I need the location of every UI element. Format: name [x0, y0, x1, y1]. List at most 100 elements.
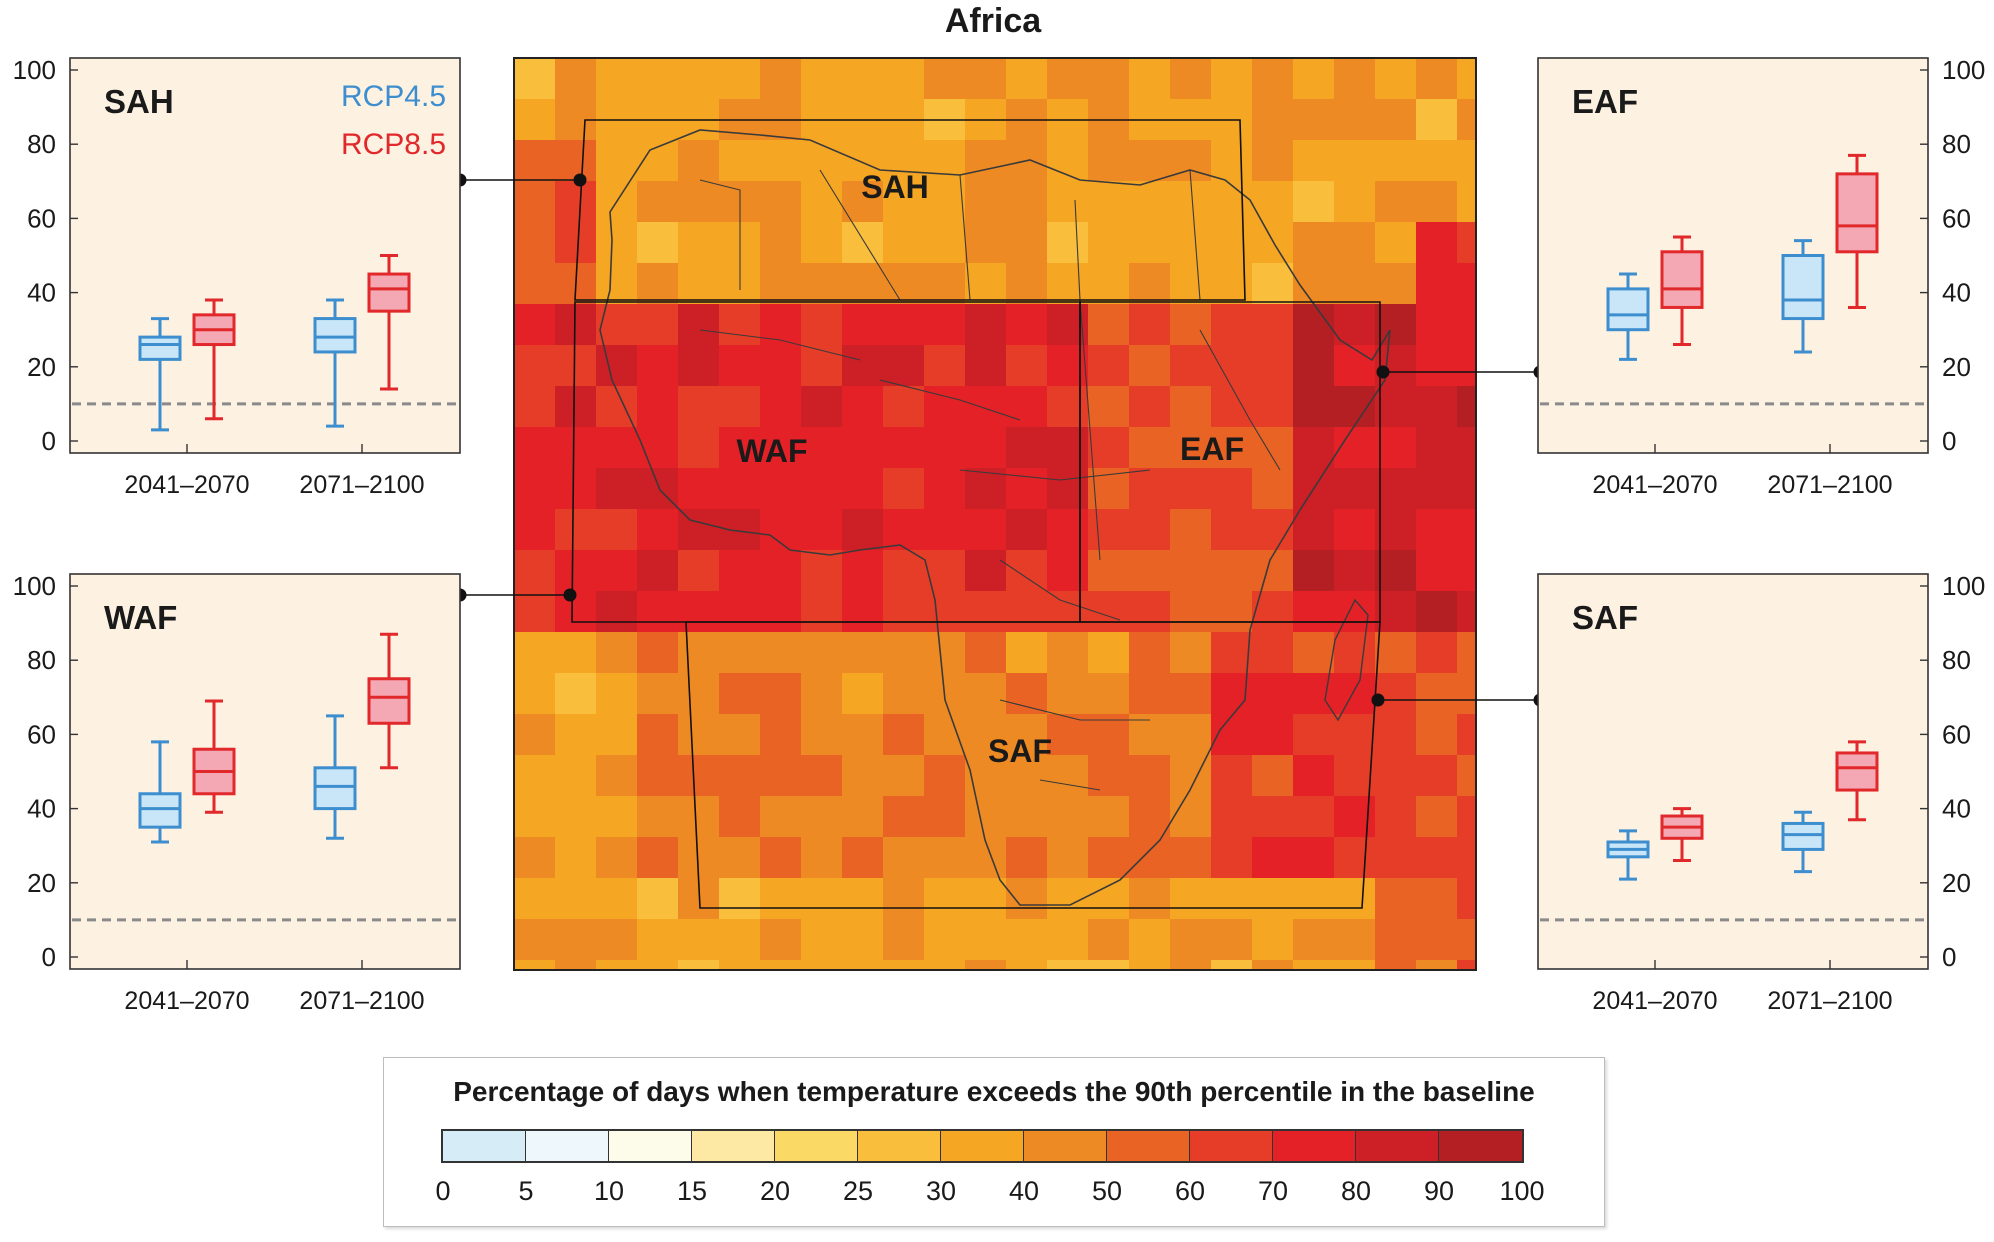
map-cell: [883, 632, 924, 673]
map-cell: [883, 263, 924, 304]
map-cell: [1416, 632, 1457, 673]
map-cell: [1170, 58, 1211, 99]
map-cell: [514, 673, 555, 714]
map-cell: [1129, 427, 1170, 468]
map-cell: [883, 427, 924, 468]
map-cell: [1375, 632, 1416, 673]
map-cell: [1293, 550, 1334, 591]
map-cell: [1375, 345, 1416, 386]
box-iqr: [138, 792, 182, 829]
x-category-label: 2041–2070: [1592, 987, 1717, 1015]
map-cell: [1457, 181, 1476, 222]
colorbar-tick-label: 20: [759, 1176, 791, 1206]
box-rcp85-1: [192, 699, 236, 814]
map-cell: [678, 796, 719, 837]
map-cell: [596, 919, 637, 960]
map-cell: [555, 468, 596, 509]
map-cell: [924, 263, 965, 304]
map-cell: [637, 632, 678, 673]
map-cell: [678, 345, 719, 386]
map-cell: [965, 673, 1006, 714]
x-category-label: 2071–2100: [299, 471, 424, 499]
map-cell: [842, 509, 883, 550]
map-cell: [719, 632, 760, 673]
y-tick-label: 80: [27, 129, 56, 159]
map-cell: [514, 632, 555, 673]
region-outline-sah: [574, 119, 1246, 301]
y-tick-label: 80: [1942, 645, 1971, 675]
map-cell: [1334, 919, 1375, 960]
colorbar-tick-label: 100: [1499, 1176, 1545, 1206]
map-cell: [1129, 755, 1170, 796]
map-cell: [1211, 591, 1252, 632]
map-cell: [719, 878, 760, 919]
map-cell: [719, 427, 760, 468]
colorbar-tick-label: 15: [676, 1176, 708, 1206]
map-cell: [1416, 58, 1457, 99]
connector-dot: [1371, 693, 1385, 707]
map-cell: [883, 878, 924, 919]
map-cell: [678, 673, 719, 714]
map-cell: [1170, 509, 1211, 550]
map-cell: [842, 345, 883, 386]
map-cell: [1088, 837, 1129, 878]
map-cell: [514, 796, 555, 837]
map-cell: [1252, 837, 1293, 878]
map-cell: [1170, 796, 1211, 837]
box-rcp85-2: [1835, 740, 1879, 822]
map-cell: [1293, 714, 1334, 755]
map-cell: [760, 673, 801, 714]
map-cell: [1416, 837, 1457, 878]
colorbar-tick-label: 50: [1091, 1176, 1123, 1206]
map-cell: [842, 304, 883, 345]
x-category-label: 2041–2070: [1592, 471, 1717, 499]
map-cell: [555, 796, 596, 837]
y-tick-label: 60: [1942, 719, 1971, 749]
map-cell: [924, 345, 965, 386]
colorbar-tick-label: 5: [518, 1176, 534, 1206]
map-cell: [1334, 509, 1375, 550]
map-cell: [924, 222, 965, 263]
map-cell: [719, 58, 760, 99]
box-iqr: [367, 677, 411, 725]
map-cell: [965, 427, 1006, 468]
map-cell: [1129, 632, 1170, 673]
map-cell: [1088, 714, 1129, 755]
map-cell: [596, 796, 637, 837]
map-cell: [883, 550, 924, 591]
map-cell: [801, 181, 842, 222]
map-cell: [637, 509, 678, 550]
map-cell: [1129, 263, 1170, 304]
map-cell: [1047, 755, 1088, 796]
map-cell: [637, 755, 678, 796]
map-cell: [883, 755, 924, 796]
map-cell: [1047, 222, 1088, 263]
map-cell: [1334, 386, 1375, 427]
map-cell: [514, 837, 555, 878]
y-tick-label: 80: [27, 645, 56, 675]
map-cell: [801, 755, 842, 796]
map-cell: [719, 550, 760, 591]
map-cell: [1334, 878, 1375, 919]
map-cell: [965, 58, 1006, 99]
map-cell: [1129, 919, 1170, 960]
map-cell: [1006, 427, 1047, 468]
map-cell: [1047, 878, 1088, 919]
map-cell: [1334, 345, 1375, 386]
map-cell: [883, 140, 924, 181]
country-border: [699, 179, 741, 290]
map-cell: [1211, 181, 1252, 222]
map-cell: [842, 919, 883, 960]
map-cell: [1375, 140, 1416, 181]
map-cell: [637, 386, 678, 427]
map-cell: [1047, 468, 1088, 509]
map-cell: [801, 345, 842, 386]
map-cell: [924, 304, 965, 345]
map-cell: [842, 837, 883, 878]
map-cell: [719, 919, 760, 960]
map-cell: [514, 386, 555, 427]
map-cell: [514, 960, 555, 970]
map-cell: [678, 550, 719, 591]
map-cell: [965, 550, 1006, 591]
map-cell: [514, 427, 555, 468]
